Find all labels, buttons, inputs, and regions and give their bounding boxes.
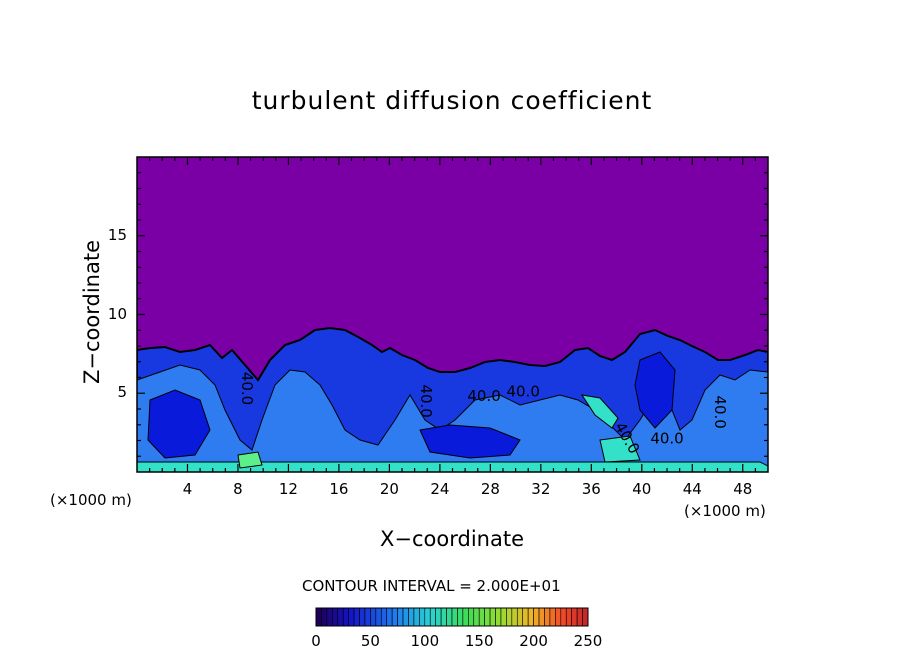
colorbar-cell	[576, 607, 583, 627]
colorbar-cell	[468, 607, 475, 627]
colorbar-cell	[451, 607, 458, 627]
x-tick-label: 24	[430, 480, 450, 498]
deep-pocket-center	[419, 424, 521, 459]
colorbar-cell	[402, 607, 409, 627]
colorbar-cell	[315, 607, 322, 627]
colorbar-cell	[506, 607, 513, 627]
colorbar-cell	[413, 607, 420, 627]
colorbar-frame	[315, 607, 589, 627]
colorbar-cell	[484, 607, 491, 627]
x-tick-label: 48	[733, 480, 753, 498]
colorbar-cell	[560, 607, 567, 627]
contour-interval-text: CONTOUR INTERVAL = 2.000E+01	[302, 577, 561, 595]
colorbar-cell	[359, 607, 366, 627]
colorbar-cell	[397, 607, 404, 627]
colorbar-tick-label: 50	[360, 632, 380, 650]
x-tick-label: 16	[329, 480, 349, 498]
contour-label: 40.0	[467, 387, 500, 405]
colorbar-cell	[533, 607, 540, 627]
contour-label: 40.0	[506, 382, 539, 400]
colorbar	[315, 607, 589, 627]
colorbar-cell	[353, 607, 360, 627]
colorbar-cell	[326, 607, 333, 627]
colorbar-cell	[429, 607, 436, 627]
colorbar-cell	[549, 607, 556, 627]
colorbar-cell	[364, 607, 371, 627]
colorbar-cell	[544, 607, 551, 627]
deep-pocket-left	[147, 389, 211, 459]
colorbar-cell	[555, 607, 562, 627]
colorbar-cell	[571, 607, 578, 627]
colorbar-cell	[473, 607, 480, 627]
y-tick-label: 10	[107, 304, 127, 323]
colorbar-cell	[500, 607, 507, 627]
colorbar-cell	[511, 607, 518, 627]
high-spot-2	[599, 435, 641, 463]
colorbar-cell	[424, 607, 431, 627]
colorbar-cell	[348, 607, 355, 627]
x-tick-label: 40	[632, 480, 652, 498]
colorbar-cell	[495, 607, 502, 627]
x-axis-unit: (×1000 m)	[684, 502, 766, 520]
colorbar-cell	[516, 607, 524, 627]
x-tick-label: 8	[233, 480, 243, 498]
colorbar-cell	[342, 607, 349, 627]
colorbar-cell	[489, 607, 496, 627]
colorbar-cell	[457, 607, 464, 627]
colorbar-tick-label: 250	[573, 632, 603, 650]
colorbar-cell	[375, 607, 382, 627]
colorbar-cell	[370, 607, 377, 627]
x-tick-label: 44	[682, 480, 702, 498]
colorbar-cell	[538, 607, 545, 627]
colorbar-cell	[408, 607, 415, 627]
high-streak-2	[137, 461, 768, 472]
y-tick-label: 15	[107, 225, 127, 244]
colorbar-cell	[332, 607, 339, 627]
colorbar-tick-label: 150	[464, 632, 494, 650]
colorbar-cell	[446, 607, 453, 627]
colorbar-cell	[462, 607, 469, 627]
contour-label: 40.0	[417, 384, 435, 417]
x-tick-label: 32	[531, 480, 551, 498]
x-tick-label: 28	[480, 480, 500, 498]
colorbar-tick-label: 0	[311, 632, 321, 650]
colorbar-cell	[321, 607, 328, 627]
colorbar-cell	[391, 607, 398, 627]
colorbar-cell	[337, 607, 344, 627]
colorbar-cell	[386, 607, 393, 627]
heatmap-field: 40.0 40.0 40.0 40.040.0 40.040.0	[137, 157, 768, 472]
colorbar-tick-label: 200	[519, 632, 548, 650]
contour-label: 40.0	[238, 372, 256, 405]
colorbar-tick-label: 100	[410, 632, 440, 650]
chart-title: turbulent diffusion coefficient	[251, 86, 653, 115]
colorbar-cell	[380, 607, 388, 627]
colorbar-cell	[435, 607, 442, 627]
colorbar-cell	[419, 607, 426, 627]
x-tick-label: 4	[182, 480, 193, 498]
contour-label: 40.0	[650, 430, 683, 448]
deep-pocket-right	[634, 351, 676, 429]
x-tick-label: 12	[278, 480, 298, 498]
colorbar-cell	[527, 607, 534, 627]
contour-label: 40.0	[711, 395, 729, 428]
colorbar-cell	[478, 607, 485, 627]
colorbar-cell	[582, 607, 589, 627]
x-axis-label: X−coordinate	[380, 527, 524, 551]
x-tick-label: 20	[379, 480, 399, 498]
z-axis-unit: (×1000 m)	[50, 491, 132, 509]
colorbar-cell	[440, 607, 447, 627]
colorbar-cell	[522, 607, 529, 627]
colorbar-cell	[565, 607, 572, 627]
x-tick-label: 36	[581, 480, 601, 498]
y-tick-label: 5	[117, 383, 127, 402]
high-spot-1	[237, 451, 263, 469]
high-streak-1	[580, 394, 619, 429]
axis-ticks	[137, 157, 768, 472]
